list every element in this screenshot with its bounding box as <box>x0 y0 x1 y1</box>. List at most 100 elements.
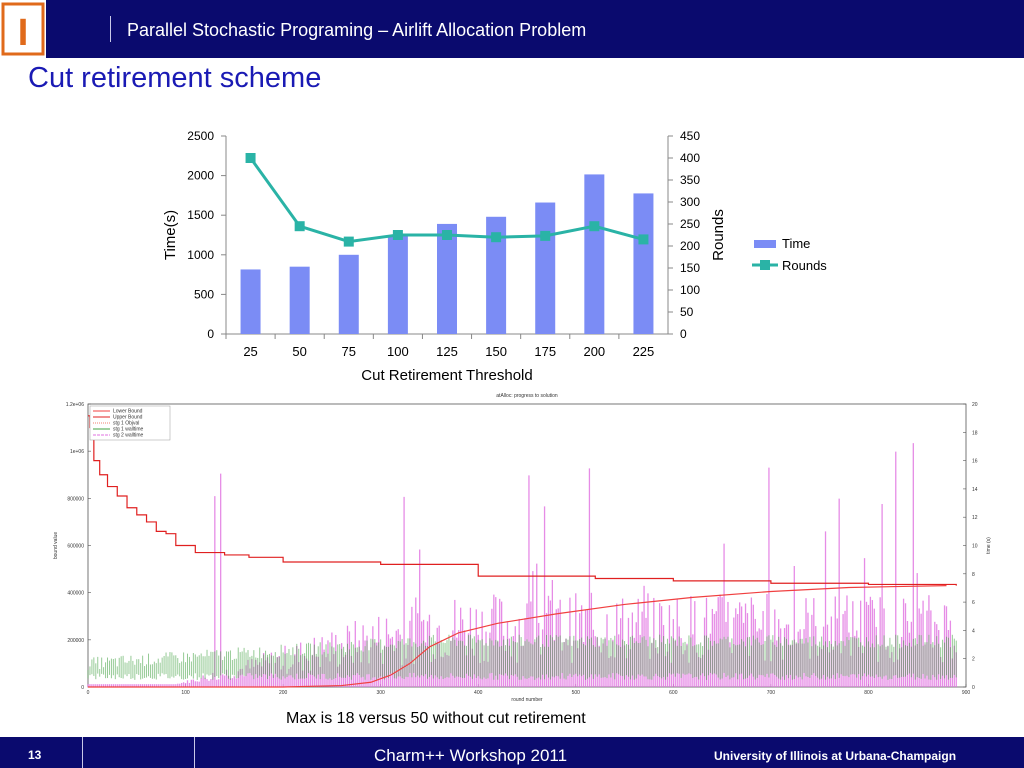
y2-tick-label: 250 <box>680 217 700 231</box>
lower-bound-line <box>88 584 947 688</box>
footer-institution: University of Illinois at Urbana-Champai… <box>714 749 957 763</box>
x-tick-label: 700 <box>767 690 776 696</box>
x-tick-label: 0 <box>87 690 90 696</box>
time-bar <box>338 254 359 334</box>
y-tick-label: 800000 <box>67 496 84 502</box>
rounds-point <box>294 221 305 232</box>
rounds-point <box>491 232 502 243</box>
y2-tick-label: 350 <box>680 173 700 187</box>
rounds-point <box>442 230 452 240</box>
rounds-point <box>343 236 354 247</box>
y2-axis-title: time (s) <box>986 537 992 554</box>
x-tick-label: 500 <box>572 690 581 696</box>
y2-tick-label: 400 <box>680 151 700 165</box>
rounds-point <box>589 221 600 232</box>
x-tick-label: 225 <box>633 344 655 359</box>
y2-tick-label: 100 <box>680 283 700 297</box>
university-logo: I <box>0 0 46 58</box>
y2-tick-label: 450 <box>680 129 700 143</box>
upper-bound-line <box>88 415 957 586</box>
x-tick-label: 900 <box>962 690 971 696</box>
y2-tick-label: 300 <box>680 195 700 209</box>
logo-emblem: I <box>1 2 45 56</box>
logo-letter: I <box>18 12 29 54</box>
page-number: 13 <box>28 748 42 762</box>
time-bar <box>437 223 457 334</box>
y2-tick-label: 10 <box>972 544 978 550</box>
x-tick-label: 100 <box>181 690 190 696</box>
y2-tick-label: 6 <box>972 600 975 606</box>
time-bar <box>387 235 408 334</box>
legend-label: stg 2 walltime <box>113 433 144 439</box>
y-tick-label: 0 <box>207 327 214 341</box>
time-bar <box>584 174 605 334</box>
legend-label: stg 1 Objval <box>113 421 139 427</box>
y2-tick-label: 8 <box>972 572 975 578</box>
footer-divider <box>82 737 83 768</box>
y2-tick-label: 0 <box>680 327 687 341</box>
time-bar <box>535 202 556 334</box>
time-rounds-chart: 0 500 1000 1500 2000 2500 0 50 100 150 200 250 300 35… <box>162 129 827 384</box>
y-tick-label: 1000 <box>187 248 214 262</box>
rounds-point <box>392 230 403 240</box>
time-bar <box>633 193 654 334</box>
rounds-point <box>540 230 551 241</box>
legend-label-rounds: Rounds <box>782 258 827 273</box>
y2-tick-label: 20 <box>972 402 978 408</box>
x-axis-title: Cut Retirement Threshold <box>361 367 532 384</box>
x-tick-label: 25 <box>243 344 257 359</box>
presentation-title: Parallel Stochastic Programing – Airlift… <box>127 20 587 40</box>
legend-label: Upper Bound <box>113 415 143 421</box>
x-tick-label: 300 <box>376 690 385 696</box>
time-bar <box>289 266 310 334</box>
y2-tick-label: 4 <box>972 628 975 634</box>
y-tick-label: 2500 <box>187 129 214 143</box>
y-tick-label: 1500 <box>187 208 214 222</box>
slide-footer: 13 Charm++ Workshop 2011 University of I… <box>0 737 1024 768</box>
x-tick-label: 125 <box>436 344 458 359</box>
x-tick-label: 200 <box>279 690 288 696</box>
time-bar <box>240 269 261 334</box>
x-tick-label: 600 <box>669 690 678 696</box>
y-axis-title: Time(s) <box>162 210 179 260</box>
y-tick-label: 1e+06 <box>70 449 84 455</box>
y-tick-label: 200000 <box>67 638 84 644</box>
legend-marker-rounds <box>760 260 770 270</box>
y-tick-label: 600000 <box>67 544 84 550</box>
legend-label-time: Time <box>782 236 810 251</box>
rounds-point <box>245 153 256 163</box>
x-axis-title: round number <box>511 697 542 703</box>
legend-label: stg 1 walltime <box>113 427 144 433</box>
rounds-point <box>638 234 649 245</box>
x-tick-label: 75 <box>342 344 356 359</box>
legend-swatch-time <box>754 240 776 248</box>
y2-tick-label: 12 <box>972 515 978 521</box>
x-tick-label: 800 <box>864 690 873 696</box>
x-tick-label: 200 <box>583 344 605 359</box>
y-tick-label: 400000 <box>67 591 84 597</box>
slide-caption: Max is 18 versus 50 without cut retireme… <box>286 710 586 727</box>
y2-axis-title: Rounds <box>710 209 727 261</box>
x-tick-label: 100 <box>387 344 409 359</box>
y2-tick-label: 200 <box>680 239 700 253</box>
time-bar <box>486 216 507 334</box>
y2-tick-label: 14 <box>972 487 978 493</box>
x-tick-label: 400 <box>474 690 483 696</box>
footer-event: Charm++ Workshop 2011 <box>374 746 568 765</box>
y2-tick-label: 50 <box>680 305 694 319</box>
x-tick-label: 150 <box>485 344 507 359</box>
y2-tick-label: 18 <box>972 430 978 436</box>
y-axis-title: bound value <box>53 532 59 559</box>
y-tick-label: 500 <box>194 287 214 301</box>
legend-label: Lower Bound <box>113 409 143 415</box>
y-tick-label: 1.2e+06 <box>66 402 84 408</box>
y2-tick-label: 2 <box>972 657 975 663</box>
footer-divider <box>194 737 195 768</box>
header-divider <box>110 16 111 42</box>
slide-title: Cut retirement scheme <box>28 62 322 94</box>
x-tick-label: 175 <box>534 344 556 359</box>
y-tick-label: 0 <box>81 685 84 691</box>
y2-tick-label: 150 <box>680 261 700 275</box>
y-tick-label: 2000 <box>187 169 214 183</box>
